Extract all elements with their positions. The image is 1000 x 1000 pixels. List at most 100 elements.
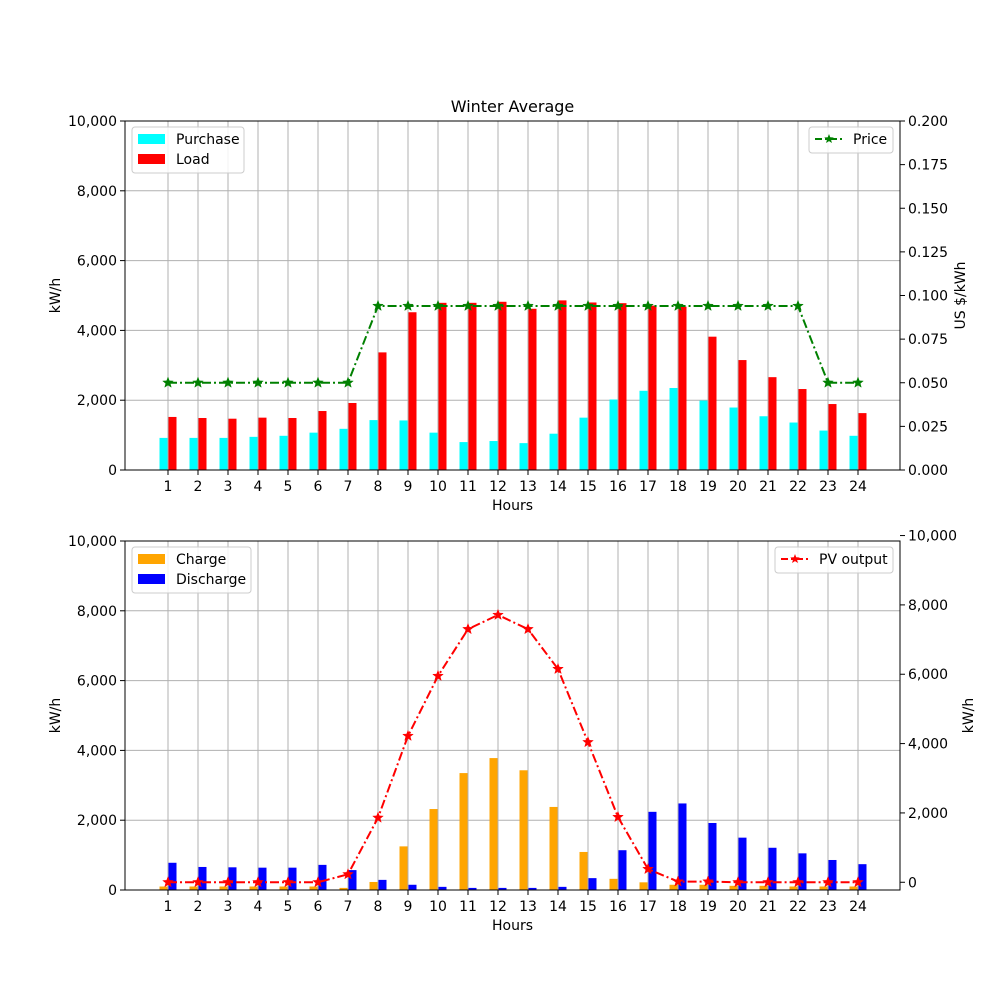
bar-charge (519, 770, 528, 890)
bar-charge (549, 806, 558, 890)
bar-load (558, 300, 567, 470)
x-tick-label: 20 (729, 479, 747, 495)
point-pv-output (852, 876, 864, 888)
point-pv-output (162, 876, 174, 888)
bar-charge (729, 885, 738, 890)
bar-load (498, 301, 507, 470)
point-price (642, 299, 654, 311)
line-pv-output (168, 613, 858, 884)
point-pv-output (192, 876, 204, 888)
bar-purchase (519, 443, 528, 470)
point-price (672, 299, 684, 311)
bar-charge (279, 886, 288, 890)
bar-charge (579, 851, 588, 890)
bar-purchase (399, 420, 408, 470)
point-pv-output (432, 669, 444, 681)
bar-discharge (228, 867, 237, 890)
x-tick-label: 7 (344, 899, 353, 915)
bar-charge (459, 773, 468, 890)
chart-title: Winter Average (451, 97, 575, 116)
x-tick-label: 5 (284, 479, 293, 495)
bar-charge (339, 887, 348, 890)
bar-purchase (699, 400, 708, 470)
y-right-tick-label: 8,000 (908, 598, 948, 614)
x-tick-label: 23 (819, 479, 837, 495)
bar-discharge (438, 886, 447, 890)
bar-purchase (729, 407, 738, 470)
bar-purchase (639, 390, 648, 470)
point-price (402, 299, 414, 311)
bar-discharge (588, 878, 597, 890)
point-price (372, 299, 384, 311)
bar-load (678, 306, 687, 470)
y-axis-label: kW/h (48, 698, 64, 734)
x-tick-label: 17 (639, 899, 657, 915)
x-tick-label: 13 (519, 479, 537, 495)
legend-swatch (138, 554, 165, 564)
bar-load (528, 308, 537, 470)
bar-purchase (219, 437, 228, 470)
point-price (822, 376, 834, 388)
bar-purchase (159, 437, 168, 470)
x-tick-label: 18 (669, 479, 687, 495)
bar-charge (189, 886, 198, 890)
x-tick-label: 8 (374, 899, 383, 915)
bar-load (348, 402, 357, 470)
point-pv-output (582, 735, 594, 748)
x-tick-label: 18 (669, 899, 687, 915)
bar-discharge (348, 870, 357, 890)
point-price (282, 376, 294, 388)
x-tick-label: 16 (609, 899, 627, 915)
point-price (852, 376, 864, 388)
bar-discharge (708, 822, 717, 890)
bar-purchase (279, 435, 288, 470)
x-tick-label: 19 (699, 479, 717, 495)
x-tick-label: 2 (194, 479, 203, 495)
bar-charge (159, 886, 168, 890)
point-pv-output (732, 876, 744, 888)
x-tick-label: 6 (314, 899, 323, 915)
legend-label: Charge (176, 552, 226, 568)
legend-right (774, 546, 894, 574)
x-tick-label: 10 (429, 899, 447, 915)
bar-purchase (429, 432, 438, 470)
x-tick-label: 16 (609, 479, 627, 495)
bar-charge (699, 884, 708, 890)
bar-charge (759, 885, 768, 890)
x-tick-label: 21 (759, 479, 777, 495)
legend-swatch (138, 574, 165, 584)
bar-charge (249, 886, 258, 890)
bar-purchase (819, 430, 828, 470)
bar-discharge (288, 867, 297, 890)
bar-discharge (798, 853, 807, 890)
point-pv-output (702, 875, 714, 887)
y-right-tick-label: 4,000 (908, 737, 948, 753)
point-price (522, 299, 534, 311)
bar-purchase (189, 437, 198, 470)
y-tick-label: 8,000 (77, 604, 117, 620)
bar-load (798, 389, 807, 470)
bar-load (468, 302, 477, 470)
x-tick-label: 14 (549, 899, 567, 915)
bar-charge (819, 886, 828, 890)
point-price (792, 299, 804, 311)
y-right-tick-label: 0.200 (908, 114, 948, 130)
y-right-tick-label: 0.125 (908, 245, 948, 261)
bar-purchase (489, 441, 498, 470)
y-tick-label: 2,000 (77, 813, 117, 829)
bar-charge (309, 886, 318, 890)
bar-load (648, 305, 657, 470)
y-right-tick-label: 0.075 (908, 332, 948, 348)
bar-discharge (858, 864, 867, 890)
x-tick-label: 23 (819, 899, 837, 915)
bar-charge (789, 886, 798, 890)
x-tick-label: 11 (459, 899, 477, 915)
bar-discharge (678, 803, 687, 890)
bar-charge (369, 881, 378, 890)
bar-discharge (768, 847, 777, 890)
x-tick-label: 20 (729, 899, 747, 915)
point-pv-output (522, 622, 534, 635)
point-price (462, 299, 474, 311)
y-right-tick-label: 0.100 (908, 289, 948, 305)
x-tick-label: 3 (224, 479, 233, 495)
